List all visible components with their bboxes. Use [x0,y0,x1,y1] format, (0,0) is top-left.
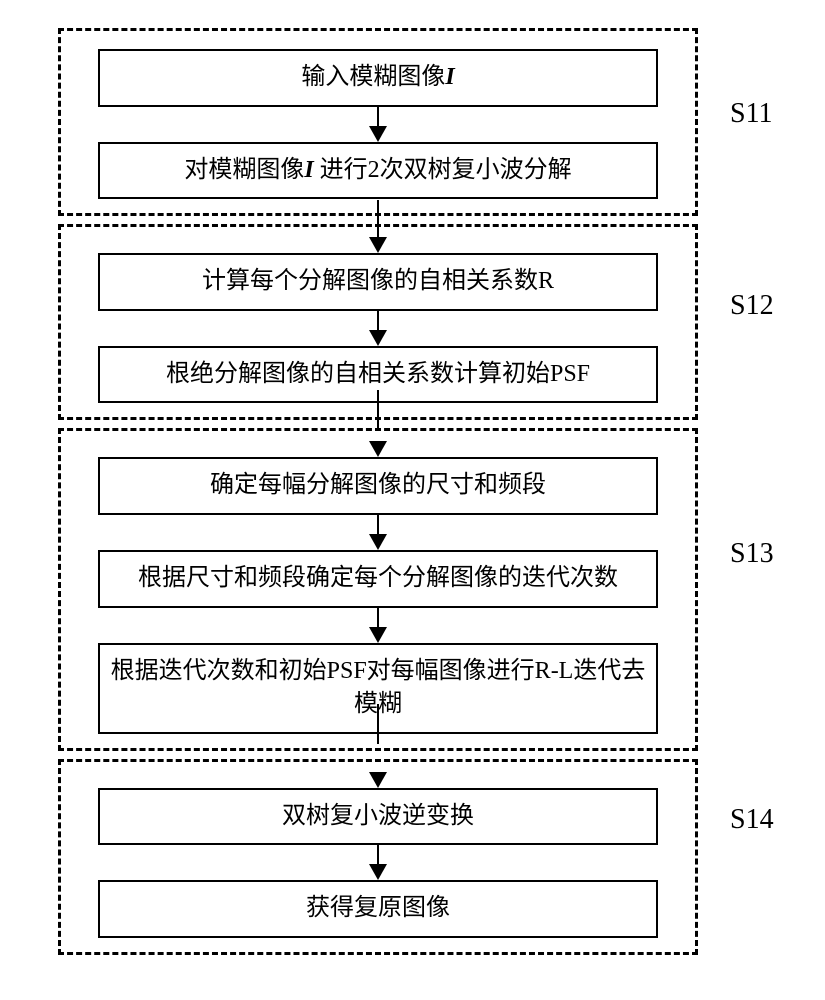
stage-label-s11: S11 [730,98,773,130]
box-iteration-count: 根据尺寸和频段确定每个分解图像的迭代次数 [98,550,658,608]
stage-s14: 双树复小波逆变换 获得复原图像 [58,759,698,955]
arrow-line [377,311,379,331]
arrow-head [369,864,387,880]
arrow-head [369,126,387,142]
stage-label-s13: S13 [730,538,774,570]
arrow-line [377,845,379,865]
box-dtcwt-decompose: 对模糊图像I 进行2次双树复小波分解 [98,142,658,200]
text: 输入模糊图像 [301,64,445,90]
arrow-head [369,330,387,346]
box-autocorrelation: 计算每个分解图像的自相关系数R [98,253,658,311]
arrow-head [369,772,387,788]
flowchart: 输入模糊图像I 对模糊图像I 进行2次双树复小波分解 S11 计算每个分解图像的… [58,28,698,963]
arrow-line [377,608,379,628]
arrow-head [369,534,387,550]
arrow-head [369,441,387,457]
stage-s13: 确定每幅分解图像的尺寸和频段 根据尺寸和频段确定每个分解图像的迭代次数 根据迭代… [58,428,698,750]
text: 双树复小波逆变换 [282,803,474,829]
arrow-head [369,237,387,253]
stage-s11: 输入模糊图像I 对模糊图像I 进行2次双树复小波分解 [58,28,698,216]
stage-label-s14: S14 [730,804,774,836]
text: 根绝分解图像的自相关系数计算初始PSF [166,361,590,387]
text: 获得复原图像 [306,895,450,921]
stage-label-s12: S12 [730,290,774,322]
box-input-image: 输入模糊图像I [98,49,658,107]
box-inverse-dtcwt: 双树复小波逆变换 [98,788,658,846]
text-italic: I [304,157,319,183]
arrow-head [369,627,387,643]
arrow-line [377,515,379,535]
text-italic: I [445,64,454,90]
connector [377,390,379,430]
box-size-band: 确定每幅分解图像的尺寸和频段 [98,457,658,515]
arrow-line [377,107,379,127]
text: 确定每幅分解图像的尺寸和频段 [210,472,546,498]
text: 进行2次双树复小波分解 [320,157,572,183]
text: 计算每个分解图像的自相关系数R [202,268,554,294]
box-restored-image: 获得复原图像 [98,880,658,938]
connector [377,704,379,744]
text: 对模糊图像 [184,157,304,183]
text: 根据尺寸和频段确定每个分解图像的迭代次数 [138,565,618,591]
